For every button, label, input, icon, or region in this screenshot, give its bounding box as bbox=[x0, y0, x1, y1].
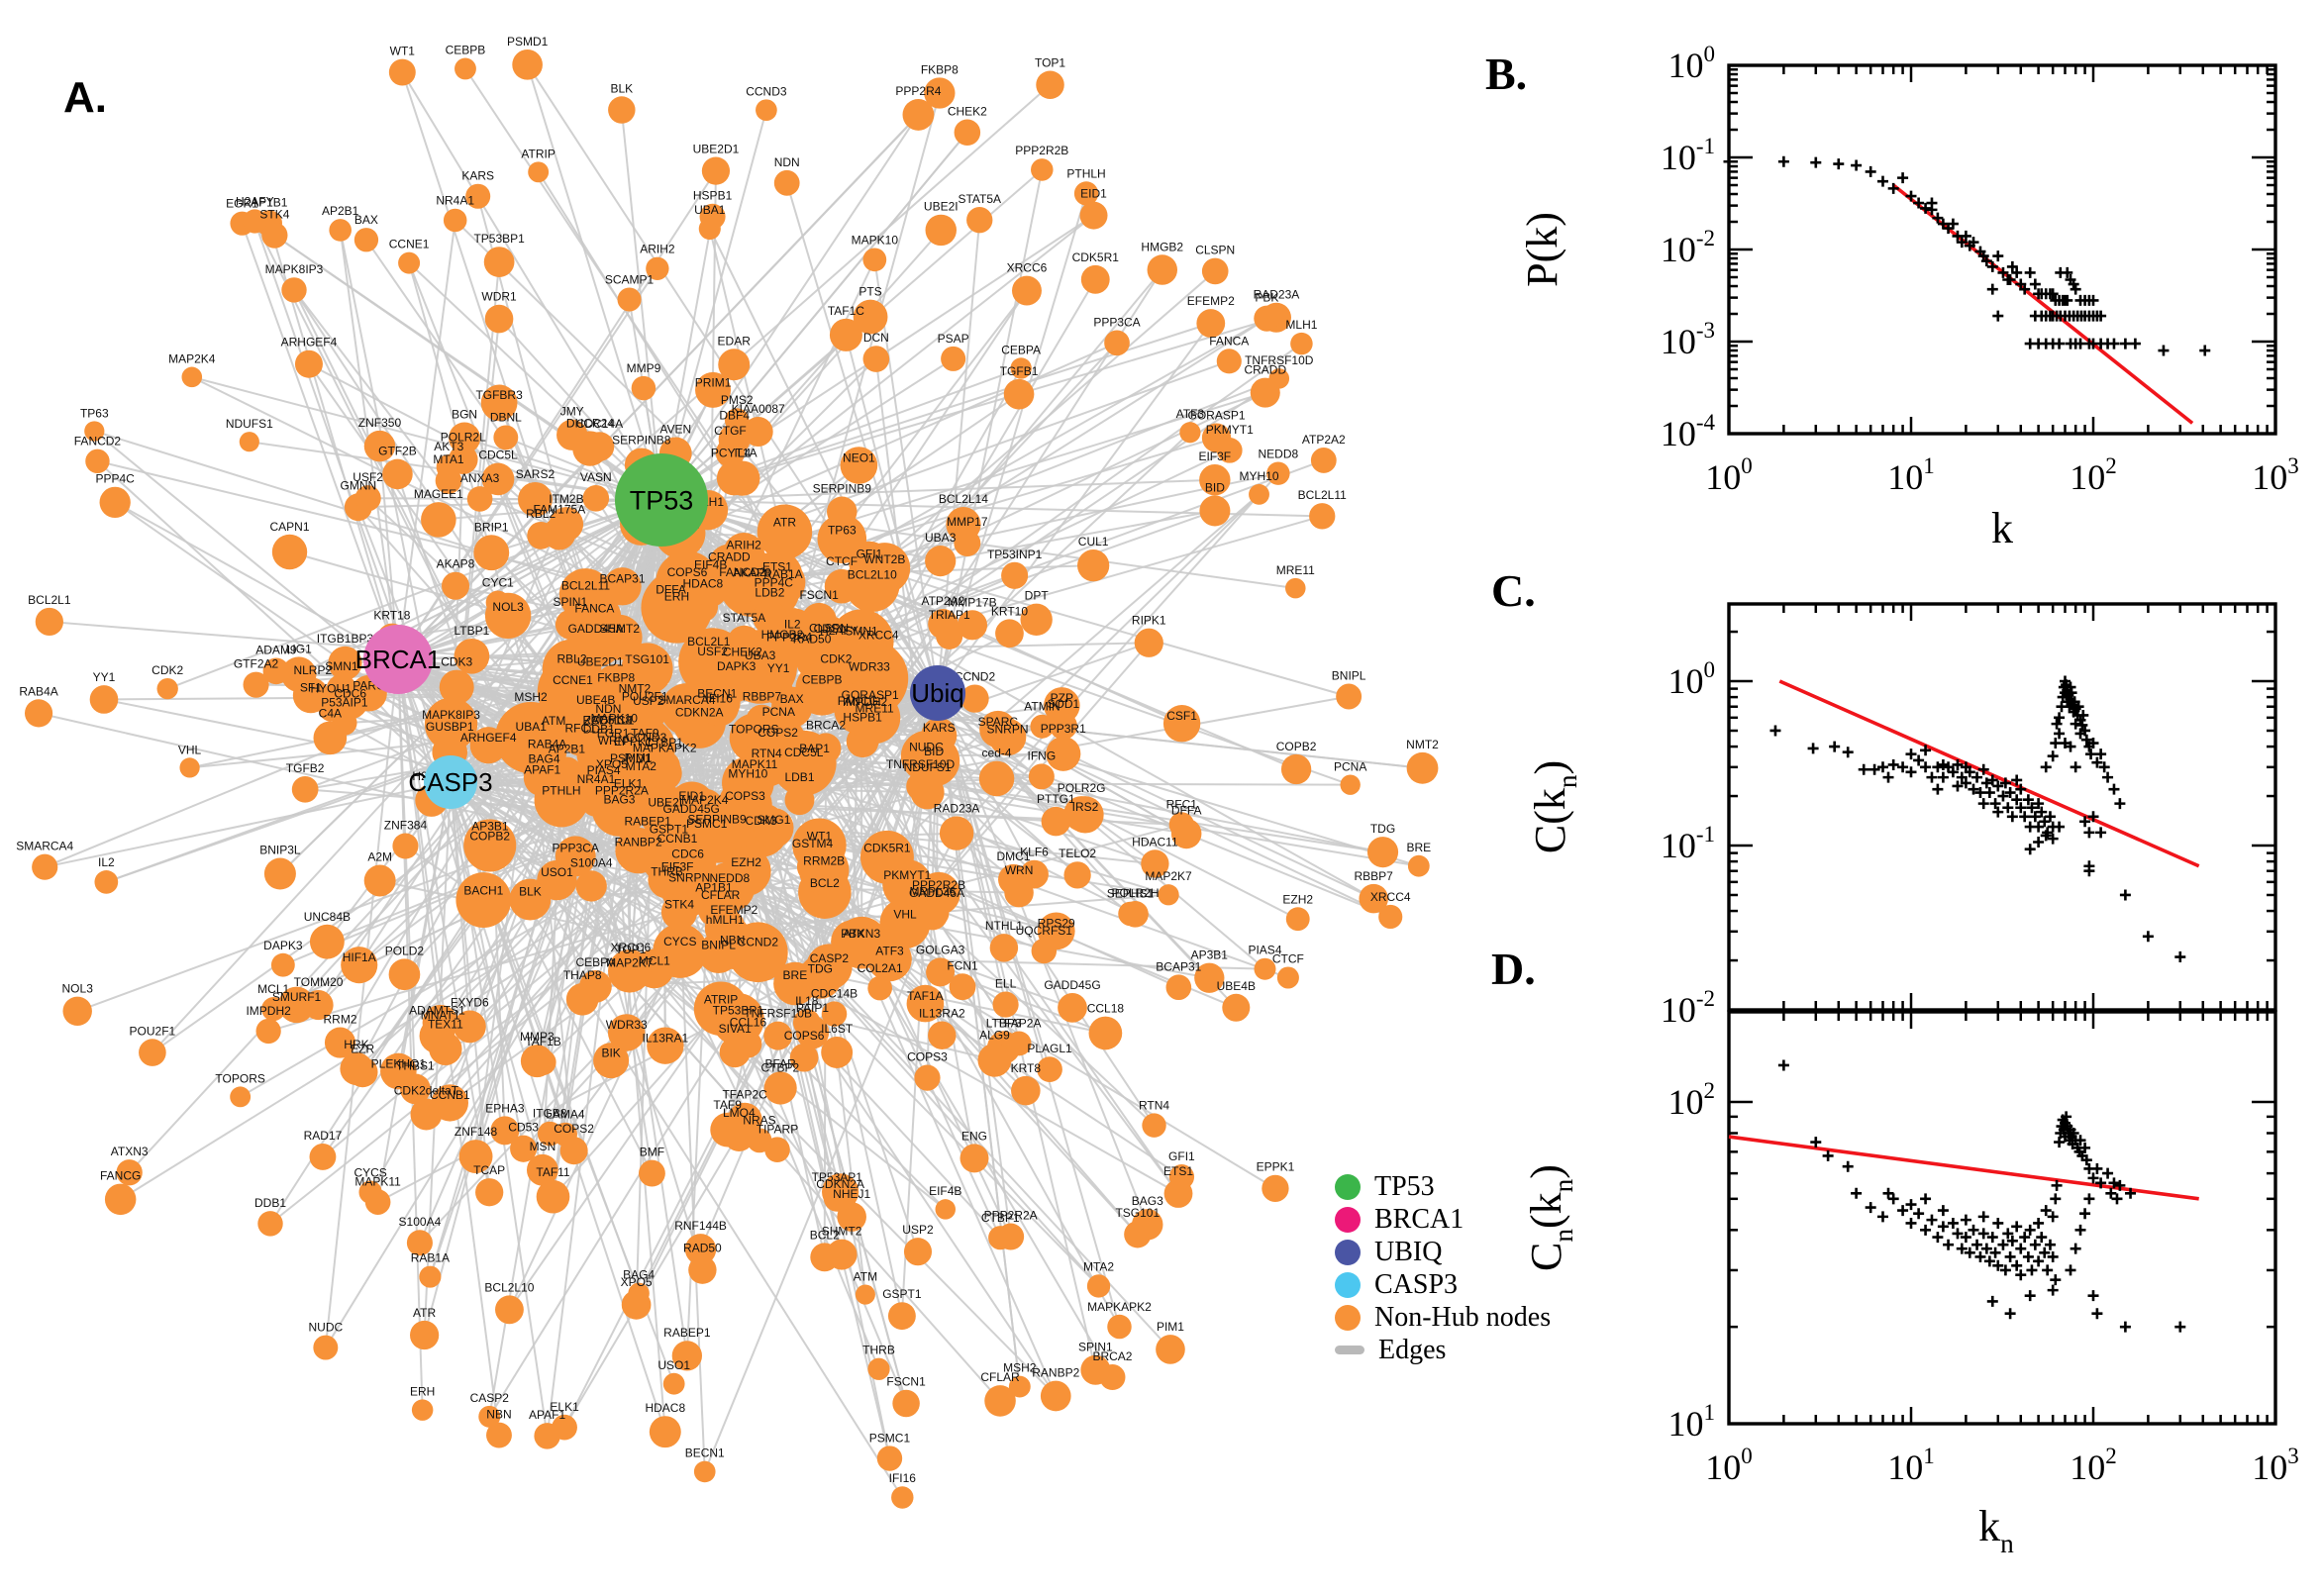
scatter-points bbox=[1777, 1059, 2186, 1333]
hub-brca1: BRCA1 bbox=[355, 625, 441, 694]
fit-line bbox=[1728, 1135, 2199, 1201]
hub-nodes-layer: TP53 BRCA1 Ubiq CASP3 bbox=[355, 453, 965, 809]
svg-text:P(k): P(k) bbox=[1518, 212, 1566, 287]
svg-text:100: 100 bbox=[1668, 42, 1716, 85]
edge-line-icon bbox=[1335, 1346, 1364, 1354]
panel-label-b: B. bbox=[1485, 49, 1528, 99]
nonhub-dot-icon bbox=[1335, 1304, 1361, 1331]
svg-text:103: 103 bbox=[2252, 1444, 2299, 1487]
hub-casp3: CASP3 bbox=[408, 755, 493, 809]
svg-text:10-4: 10-4 bbox=[1661, 410, 1716, 453]
legend-item-ubiq: UBIQ bbox=[1335, 1236, 1592, 1268]
legend-item-tp53: TP53 bbox=[1335, 1170, 1592, 1203]
panel-label-a: A. bbox=[63, 73, 107, 122]
svg-text:100: 100 bbox=[1705, 1444, 1753, 1487]
panel-label-d: D. bbox=[1491, 944, 1536, 994]
svg-text:100: 100 bbox=[1705, 453, 1753, 497]
svg-text:10-3: 10-3 bbox=[1661, 318, 1715, 361]
svg-text:101: 101 bbox=[1887, 1444, 1935, 1487]
legend-label-edges: Edges bbox=[1378, 1334, 1447, 1365]
brca1-dot-icon bbox=[1335, 1206, 1361, 1233]
svg-text:101: 101 bbox=[1668, 1400, 1716, 1444]
legend-item-casp3: CASP3 bbox=[1335, 1268, 1592, 1301]
legend-item-brca1: BRCA1 bbox=[1335, 1203, 1592, 1236]
legend-label-ubiq: UBIQ bbox=[1374, 1236, 1443, 1267]
svg-text:102: 102 bbox=[1668, 1078, 1716, 1122]
casp3-dot-icon bbox=[1335, 1271, 1361, 1298]
svg-text:10-2: 10-2 bbox=[1661, 226, 1715, 269]
fit-line bbox=[1778, 679, 2200, 868]
svg-text:102: 102 bbox=[2070, 453, 2117, 497]
svg-text:C(kn): C(kn) bbox=[1526, 760, 1582, 853]
legend-item-edges: Edges bbox=[1335, 1334, 1592, 1366]
svg-text:102: 102 bbox=[2070, 1444, 2117, 1487]
svg-text:10-1: 10-1 bbox=[1661, 134, 1715, 177]
hub-tp53: TP53 bbox=[615, 453, 708, 547]
axis-ticks bbox=[1727, 604, 2277, 1012]
svg-text:10-1: 10-1 bbox=[1661, 822, 1715, 865]
legend-label-brca1: BRCA1 bbox=[1374, 1203, 1464, 1235]
svg-text:10-2: 10-2 bbox=[1661, 986, 1715, 1030]
ubiq-dot-icon bbox=[1335, 1239, 1361, 1265]
hub-ubiq: Ubiq bbox=[910, 665, 965, 721]
node-labels-layer: USF2CDC6COPS6COPS2SNRPNCCND2CDK3CCNB1WDR… bbox=[16, 35, 1439, 1485]
legend-item-nonhub: Non-Hub nodes bbox=[1335, 1301, 1592, 1334]
panel-c: 100 10-1 10-2 C(kn) bbox=[1526, 602, 2277, 1030]
svg-text:100: 100 bbox=[1668, 657, 1716, 701]
axis-ticks bbox=[1727, 63, 2277, 436]
legend-label-nonhub: Non-Hub nodes bbox=[1374, 1301, 1552, 1333]
legend-label-tp53: TP53 bbox=[1374, 1170, 1435, 1202]
scatter-points bbox=[1769, 675, 2186, 963]
scatter-points bbox=[1723, 155, 2211, 356]
panel-label-c: C. bbox=[1491, 565, 1536, 616]
legend-label-casp3: CASP3 bbox=[1374, 1268, 1459, 1300]
svg-text:k: k bbox=[1991, 504, 2013, 552]
svg-text:103: 103 bbox=[2252, 453, 2299, 497]
svg-text:kn: kn bbox=[1978, 1502, 2014, 1558]
svg-text:101: 101 bbox=[1887, 453, 1935, 497]
tp53-dot-icon bbox=[1335, 1173, 1361, 1200]
legend: TP53 BRCA1 UBIQ CASP3 Non-Hub nodes Edge… bbox=[1335, 1170, 1592, 1366]
axis-ticks bbox=[1727, 1012, 2277, 1426]
